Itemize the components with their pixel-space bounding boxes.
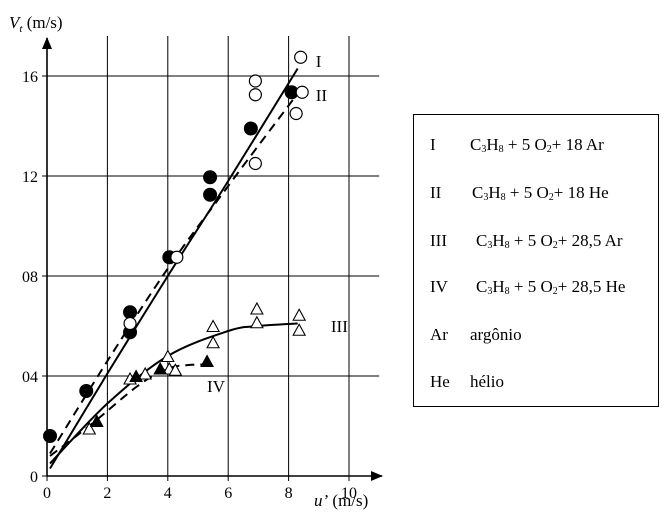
data-point-iv [200, 354, 214, 368]
data-point-iii [160, 349, 175, 363]
x-tick-label: 0 [43, 485, 51, 502]
x-tick-label: 6 [224, 485, 232, 502]
y-tick-label: 08 [22, 269, 38, 286]
fit-curves [49, 67, 299, 470]
legend-box: I C3H8 + 5 O2+ 18 Ar II C3H8 + 5 O2+ 18 … [413, 114, 659, 407]
data-point-ii [248, 156, 262, 171]
data-point-ii [295, 85, 309, 99]
data-point-iii [206, 335, 221, 349]
data-point-ii [248, 74, 262, 88]
curve-label-ii: II [316, 86, 328, 105]
data-point-iii [292, 308, 307, 321]
legend-formula: C3H8 + 5 O2+ 18 He [472, 183, 609, 203]
data-point-iii [138, 366, 153, 380]
curve-label-iii: III [331, 317, 348, 336]
data-points [43, 50, 309, 443]
legend-key: Ar [430, 325, 448, 344]
x-tick-label: 4 [164, 485, 172, 502]
x-tick-label: 10 [341, 485, 357, 502]
data-point-i [203, 187, 218, 202]
data-point-ii [170, 250, 184, 264]
fit-curve-i [49, 67, 299, 470]
data-point-iii [292, 323, 307, 336]
curve-label-i: I [316, 52, 322, 71]
legend-key: II [430, 183, 442, 202]
data-point-ii [123, 316, 137, 331]
y-tick-label: 04 [22, 369, 38, 386]
legend-key: He [430, 372, 450, 391]
legend-description: hélio [470, 372, 504, 391]
data-point-ii [289, 106, 303, 121]
data-point-i [79, 384, 94, 398]
legend-formula: C3H8 + 5 O2+ 28,5 He [476, 277, 626, 297]
data-point-i [203, 170, 218, 185]
data-point-iv [153, 361, 168, 375]
legend-formula: C3H8 + 5 O2+ 18 Ar [470, 135, 604, 155]
y-axis-label: Vt (m/s) [9, 13, 63, 35]
data-point-iv [89, 414, 104, 428]
data-point-iii [82, 421, 97, 435]
data-point-iii [249, 301, 264, 315]
axes: 0 2 4 6 8 10 0 04 08 12 16 Vt (m/s) u’ (m/s) [9, 13, 383, 510]
fit-curve-ii [49, 92, 299, 455]
legend-key: IV [430, 277, 448, 296]
data-point-i [43, 429, 58, 443]
x-tick-label: 8 [285, 485, 293, 502]
curve-label-iv: IV [207, 377, 226, 396]
y-tick-label: 16 [22, 69, 38, 86]
legend-description: argônio [470, 325, 522, 344]
data-point-iv [129, 369, 144, 383]
x-axis-label: u’ (m/s) [314, 491, 368, 510]
data-point-iii [168, 363, 183, 376]
y-tick-label: 12 [22, 169, 38, 186]
legend-formula: C3H8 + 5 O2+ 28,5 Ar [476, 231, 623, 251]
legend-key: III [430, 231, 447, 250]
data-point-i [243, 121, 258, 136]
data-point-ii [294, 50, 308, 64]
data-point-ii [248, 88, 262, 102]
grid [47, 36, 380, 476]
y-tick-label: 0 [30, 469, 38, 486]
legend-key: I [430, 135, 436, 154]
x-tick-label: 2 [103, 485, 111, 502]
data-point-i [123, 305, 138, 320]
data-point-iii [206, 319, 221, 333]
data-point-iii [249, 315, 264, 329]
